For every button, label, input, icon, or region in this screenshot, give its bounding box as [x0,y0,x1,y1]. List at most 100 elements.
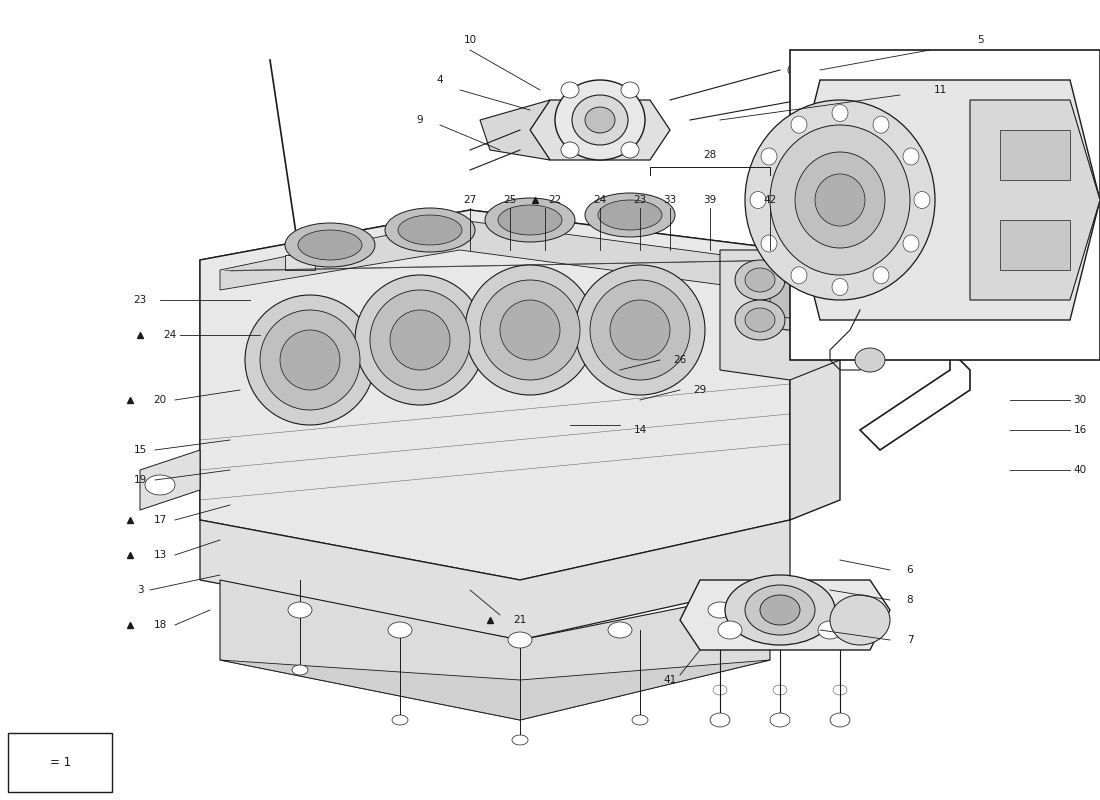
Ellipse shape [465,265,595,395]
Ellipse shape [512,735,528,745]
Text: 41: 41 [663,675,676,685]
Ellipse shape [621,82,639,98]
Ellipse shape [903,148,918,165]
Ellipse shape [718,621,743,639]
Ellipse shape [590,280,690,380]
Ellipse shape [770,125,910,275]
Ellipse shape [575,265,705,395]
Text: 10: 10 [463,35,476,45]
Text: 42: 42 [763,195,777,205]
Ellipse shape [745,308,776,332]
Text: 4: 4 [437,75,443,85]
Text: 15: 15 [133,445,146,455]
Ellipse shape [508,632,532,648]
Ellipse shape [556,80,645,160]
Polygon shape [140,450,200,510]
Ellipse shape [795,152,886,248]
Text: 9: 9 [417,115,424,125]
Text: 16: 16 [1074,425,1087,435]
Ellipse shape [561,82,579,98]
Ellipse shape [791,116,807,133]
Text: 25: 25 [504,195,517,205]
Polygon shape [970,100,1100,300]
Ellipse shape [770,282,810,318]
Ellipse shape [735,260,785,300]
Ellipse shape [621,142,639,158]
Ellipse shape [260,310,360,410]
Text: 33: 33 [663,195,676,205]
Polygon shape [200,210,790,580]
Text: 7: 7 [906,635,913,645]
Polygon shape [530,100,670,160]
Ellipse shape [280,330,340,390]
FancyBboxPatch shape [8,733,112,792]
Text: 24: 24 [164,330,177,340]
Text: 11: 11 [934,85,947,95]
Polygon shape [480,100,550,160]
Ellipse shape [914,191,929,209]
Ellipse shape [632,715,648,725]
Text: 6: 6 [906,565,913,575]
Text: 40: 40 [1074,465,1087,475]
Ellipse shape [298,230,362,260]
Polygon shape [790,230,840,520]
Ellipse shape [388,622,412,638]
Polygon shape [680,580,890,650]
Polygon shape [285,255,315,270]
Ellipse shape [770,713,790,727]
Polygon shape [200,210,790,300]
Ellipse shape [385,208,475,252]
Text: 23: 23 [634,195,647,205]
Ellipse shape [708,602,732,618]
Ellipse shape [598,200,662,230]
Ellipse shape [745,100,935,300]
Ellipse shape [760,595,800,625]
Ellipse shape [830,713,850,727]
Polygon shape [1000,220,1070,270]
Ellipse shape [498,205,562,235]
Ellipse shape [832,278,848,295]
Ellipse shape [585,107,615,133]
Text: 27: 27 [463,195,476,205]
Ellipse shape [855,348,886,372]
Text: 24: 24 [593,195,606,205]
Ellipse shape [355,275,485,405]
Ellipse shape [815,174,865,226]
Ellipse shape [761,148,777,165]
Polygon shape [200,520,790,640]
Ellipse shape [292,665,308,675]
Ellipse shape [745,268,776,292]
Ellipse shape [572,95,628,145]
Ellipse shape [561,142,579,158]
Ellipse shape [903,235,918,252]
Ellipse shape [832,105,848,122]
Text: 26: 26 [673,355,686,365]
Text: 5: 5 [977,35,983,45]
Ellipse shape [735,300,785,340]
Polygon shape [720,230,840,380]
Polygon shape [220,660,770,720]
Text: 19: 19 [133,475,146,485]
Ellipse shape [830,595,890,645]
Text: 29: 29 [693,385,706,395]
Text: Eurospares: Eurospares [296,411,664,469]
Ellipse shape [370,290,470,390]
Ellipse shape [398,215,462,245]
Ellipse shape [608,622,632,638]
Ellipse shape [798,92,822,108]
Text: a passion for parts since 1988: a passion for parts since 1988 [376,482,584,538]
Ellipse shape [873,267,889,284]
Ellipse shape [585,193,675,237]
Text: 3: 3 [136,585,143,595]
Text: 20: 20 [153,395,166,405]
Text: 13: 13 [153,550,166,560]
Text: 22: 22 [549,195,562,205]
Ellipse shape [288,602,312,618]
Ellipse shape [245,295,375,425]
Polygon shape [860,350,970,450]
Text: 18: 18 [153,620,166,630]
Ellipse shape [710,713,730,727]
Ellipse shape [873,116,889,133]
Ellipse shape [750,191,766,209]
Polygon shape [220,580,770,720]
